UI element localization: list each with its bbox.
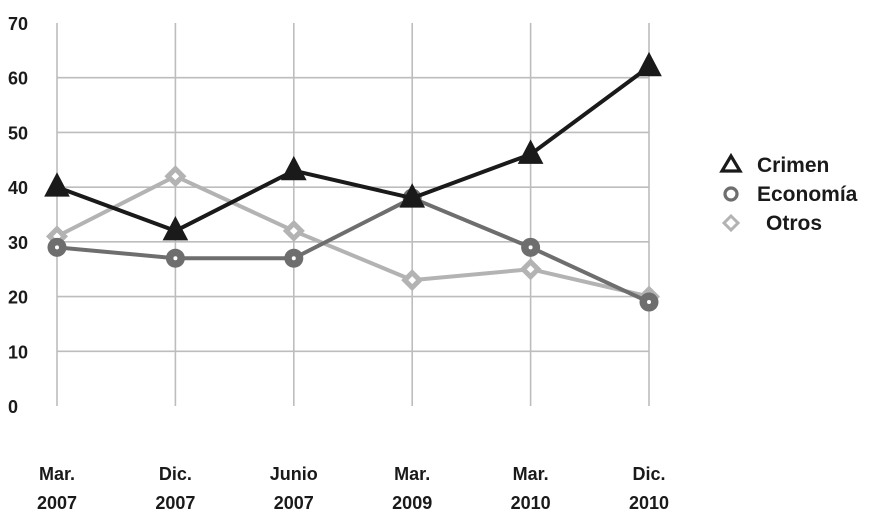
x-tick-label: 2010 xyxy=(629,493,669,512)
x-tick-label: Mar. xyxy=(513,464,549,484)
legend-circle-icon xyxy=(723,186,739,202)
diamond-marker xyxy=(282,219,305,242)
triangle-marker xyxy=(399,183,426,208)
triangle-marker xyxy=(517,139,544,164)
x-tick-label: Mar. xyxy=(394,464,430,484)
x-tick-label: 2010 xyxy=(511,493,551,512)
diamond-marker xyxy=(401,269,424,292)
y-tick-label: 20 xyxy=(8,288,28,308)
y-tick-label: 10 xyxy=(8,342,28,362)
circle-marker xyxy=(47,237,67,257)
diamond-marker xyxy=(164,165,187,188)
circle-marker xyxy=(639,292,659,312)
y-tick-label: 40 xyxy=(8,178,28,198)
y-tick-label: 0 xyxy=(8,397,18,417)
y-tick-label: 70 xyxy=(8,14,28,34)
triangle-marker xyxy=(162,216,189,241)
x-tick-label: 2007 xyxy=(155,493,195,512)
legend-label: Economía xyxy=(757,183,858,206)
x-tick-label: Dic. xyxy=(159,464,192,484)
legend: Crimen Economía Otros xyxy=(719,152,858,235)
grid-lines xyxy=(56,23,650,406)
triangle-marker xyxy=(44,172,70,197)
series-line xyxy=(56,196,650,304)
triangle-marker xyxy=(636,51,662,77)
series-otros xyxy=(46,165,660,308)
legend-label: Otros xyxy=(766,212,822,235)
series-lines xyxy=(44,51,662,312)
triangle-marker xyxy=(280,155,307,181)
x-tick-label: 2007 xyxy=(274,493,314,512)
y-tick-label: 60 xyxy=(8,69,28,89)
circle-marker xyxy=(284,248,304,268)
x-tick-label: Dic. xyxy=(632,464,665,484)
y-tick-label: 50 xyxy=(8,123,28,143)
legend-label: Crimen xyxy=(757,154,829,177)
series-crimen xyxy=(44,51,662,241)
series-line xyxy=(56,65,651,233)
x-tick-label: 2007 xyxy=(37,493,77,512)
x-tick-label: Junio xyxy=(270,464,318,484)
x-tick-label: Mar. xyxy=(39,464,75,484)
legend-item-crimen: Crimen xyxy=(719,152,829,177)
x-axis-ticks: Mar. 2007 Dic. 2007 Junio 2007 Mar. 2009 Mar. 201… xyxy=(37,464,669,512)
x-tick-label: 2009 xyxy=(392,493,432,512)
series-line xyxy=(56,174,650,299)
legend-diamond-icon xyxy=(721,213,741,233)
legend-item-otros: Otros xyxy=(721,212,822,235)
legend-triangle-icon xyxy=(719,152,743,173)
legend-item-economía: Economía xyxy=(723,183,858,206)
circle-marker xyxy=(165,248,185,268)
diamond-marker xyxy=(519,258,542,281)
y-tick-label: 30 xyxy=(8,233,28,253)
y-axis-ticks: 0 10 20 30 40 50 60 70 xyxy=(8,14,28,417)
circle-marker xyxy=(521,237,541,257)
series-economía xyxy=(47,188,659,312)
